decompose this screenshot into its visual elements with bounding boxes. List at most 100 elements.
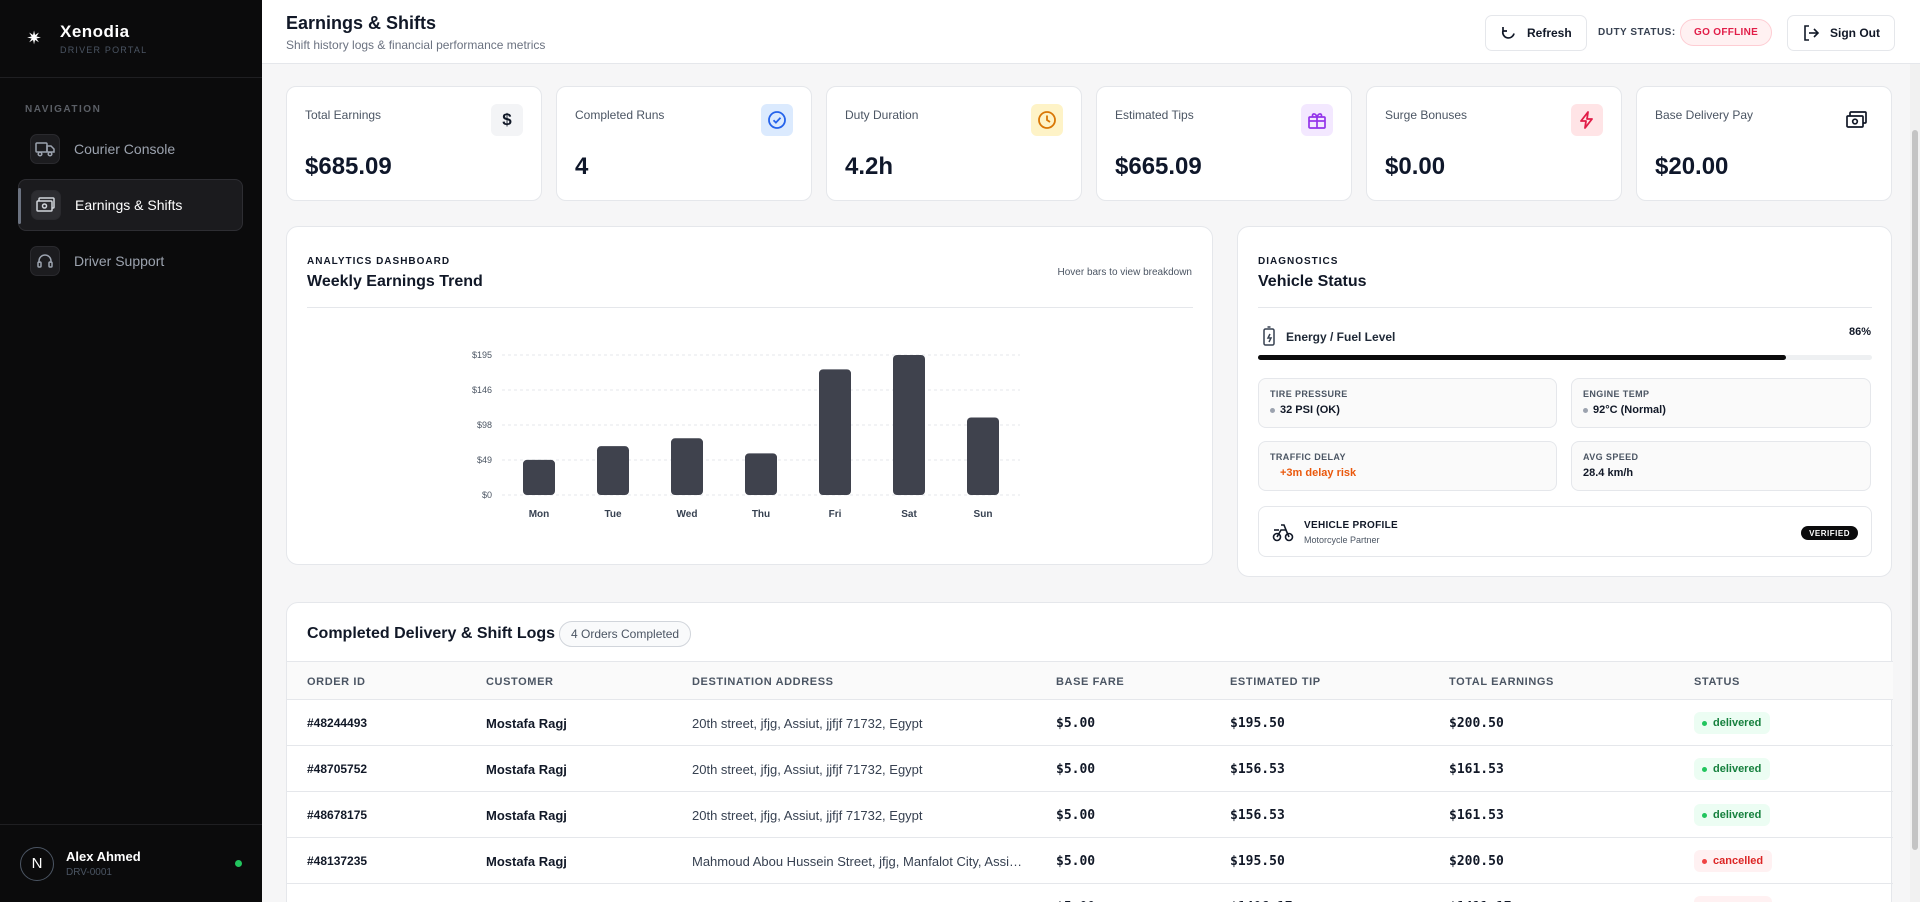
vehicle-profile-title: VEHICLE PROFILE <box>1304 520 1398 531</box>
gift-icon <box>1301 104 1333 136</box>
scrollbar-thumb[interactable] <box>1912 130 1918 850</box>
table-row[interactable]: #48678175 Mostafa Ragj 20th street, jfjg, … <box>287 792 1893 838</box>
brand-subtitle: DRIVER PORTAL <box>60 45 148 55</box>
sidebar-item-driver-support[interactable]: Driver Support <box>18 235 243 287</box>
tire-pressure-value: 32 PSI (OK) <box>1280 404 1340 416</box>
status-badge: delivered <box>1694 712 1771 734</box>
x-tick-label: Wed <box>677 509 698 520</box>
x-tick-label: Tue <box>604 509 621 520</box>
sidebar-item-earnings-shifts[interactable]: Earnings & Shifts <box>18 179 243 231</box>
avatar: N <box>20 846 54 881</box>
column-header[interactable]: TOTAL EARNINGS <box>1449 676 1554 688</box>
avg-speed-value: 28.4 km/h <box>1583 467 1634 479</box>
refresh-button[interactable]: Refresh <box>1485 15 1587 51</box>
vehicle-profile-subtitle: Motorcycle Partner <box>1304 535 1380 545</box>
diagnostics-title: Vehicle Status <box>1258 273 1367 290</box>
battery-charging-icon <box>1263 326 1275 346</box>
order-id-cell: #48678175 <box>307 808 368 822</box>
table-row[interactable]: #48244493 Mostafa Ragj 20th street, jfjg, … <box>287 700 1893 746</box>
bar-sun[interactable] <box>967 417 999 495</box>
tire-pressure-label: TIRE PRESSURE <box>1270 389 1348 399</box>
bar-fri[interactable] <box>819 369 851 495</box>
stat-label: Duty Duration <box>845 108 919 122</box>
engine-temp-row: 92°C (Normal) <box>1583 404 1859 416</box>
delivery-logs-panel: Completed Delivery & Shift Logs 4 Orders… <box>286 602 1893 902</box>
online-status-dot <box>235 860 242 867</box>
traffic-delay-value: +3m delay risk <box>1280 467 1357 479</box>
address-cell: 20th street, jfjg, Assiut, jjfjf 71732, … <box>692 762 923 777</box>
verified-badge: VERIFIED <box>1801 526 1858 540</box>
base-fare-cell: $5.00 <box>1056 716 1096 731</box>
stat-value: $0.00 <box>1385 153 1446 180</box>
status-label: delivered <box>1713 763 1762 775</box>
sidebar: ✷ Xenodia DRIVER PORTAL NAVIGATION Couri… <box>0 0 262 902</box>
sparkle-logo-icon: ✷ <box>26 28 42 48</box>
user-id: DRV-0001 <box>66 867 112 878</box>
sidebar-item-courier-console[interactable]: Courier Console <box>18 123 243 175</box>
customer-cell: Mostafa Ragj <box>486 808 567 823</box>
column-header[interactable]: DESTINATION ADDRESS <box>692 676 834 688</box>
bar-sat[interactable] <box>893 355 925 495</box>
user-profile[interactable]: N Alex Ahmed DRV-0001 <box>0 824 262 902</box>
status-badge: cancelled <box>1694 896 1773 902</box>
status-dot <box>1702 720 1707 726</box>
total-earnings-cell: $161.53 <box>1449 808 1504 823</box>
bar-tue[interactable] <box>597 446 629 495</box>
status-label: cancelled <box>1713 855 1764 867</box>
column-header[interactable]: BASE FARE <box>1056 676 1125 688</box>
tip-cell: $156.53 <box>1230 808 1285 823</box>
order-id-cell: #48137235 <box>307 854 368 868</box>
vehicle-profile-card: VEHICLE PROFILE Motorcycle Partner VERIF… <box>1258 506 1872 557</box>
status-label: delivered <box>1713 809 1762 821</box>
fuel-level-fill <box>1258 355 1787 360</box>
banknote-icon <box>1841 104 1873 136</box>
sign-out-button[interactable]: Sign Out <box>1787 15 1895 51</box>
engine-temp-label: ENGINE TEMP <box>1583 389 1650 399</box>
stat-label: Base Delivery Pay <box>1655 108 1754 122</box>
stat-card-estimated-tips: Estimated Tips $665.09 <box>1096 86 1352 201</box>
status-dot <box>1702 858 1707 864</box>
base-fare-cell: $5.00 <box>1056 762 1096 777</box>
refresh-icon <box>1501 26 1515 39</box>
stat-label: Completed Runs <box>575 108 665 122</box>
column-header[interactable]: ORDER ID <box>307 676 366 688</box>
table-row[interactable]: #48137235 Mostafa Ragj Mahmoud Abou Hussei… <box>287 838 1893 884</box>
customer-cell: Mostafa Ragj <box>486 716 567 731</box>
top-header: Earnings & Shifts Shift history logs & f… <box>262 0 1920 64</box>
bar-thu[interactable] <box>745 453 777 495</box>
traffic-delay-label: TRAFFIC DELAY <box>1270 452 1346 462</box>
diagnostics-panel: DIAGNOSTICS Vehicle Status Energy / Fuel… <box>1237 226 1892 577</box>
column-header[interactable]: ESTIMATED TIP <box>1230 676 1321 688</box>
total-earnings-cell: $200.50 <box>1449 716 1504 731</box>
fuel-level-bar <box>1258 355 1872 360</box>
table-row[interactable]: #48705752 Mostafa Ragj 20th street, jfjg, … <box>287 746 1893 792</box>
table-header: ORDER ID CUSTOMER DESTINATION ADDRESS BA… <box>287 661 1893 700</box>
column-header[interactable]: STATUS <box>1694 676 1740 688</box>
sign-out-icon <box>1804 25 1820 41</box>
y-tick-label: $146 <box>472 385 492 395</box>
tip-cell: $156.53 <box>1230 762 1285 777</box>
status-dot <box>1702 766 1707 772</box>
stat-card-duty-duration: Duty Duration 4.2h <box>826 86 1082 201</box>
bar-mon[interactable] <box>523 459 555 495</box>
page-scrollbar[interactable] <box>1910 64 1920 902</box>
chart-hint: Hover bars to view breakdown <box>1057 267 1192 278</box>
tire-pressure-row: 32 PSI (OK) <box>1270 404 1545 416</box>
status-badge: delivered <box>1694 804 1771 826</box>
analytics-eyebrow: ANALYTICS DASHBOARD <box>307 256 451 267</box>
status-badge: delivered <box>1694 758 1771 780</box>
y-tick-label: $98 <box>477 420 492 430</box>
dollar-icon: $ <box>491 104 523 136</box>
page-title: Earnings & Shifts <box>286 13 437 33</box>
sign-out-label: Sign Out <box>1830 26 1880 40</box>
traffic-delay-card: TRAFFIC DELAY +3m delay risk <box>1258 441 1557 491</box>
column-header[interactable]: CUSTOMER <box>486 676 554 688</box>
stat-value: $20.00 <box>1655 153 1729 180</box>
status-label: delivered <box>1713 717 1762 729</box>
go-offline-button[interactable]: GO OFFLINE <box>1680 19 1773 46</box>
avg-speed-label: AVG SPEED <box>1583 452 1639 462</box>
bar-wed[interactable] <box>671 438 703 495</box>
status-badge: cancelled <box>1694 850 1773 872</box>
headset-icon <box>30 246 60 276</box>
